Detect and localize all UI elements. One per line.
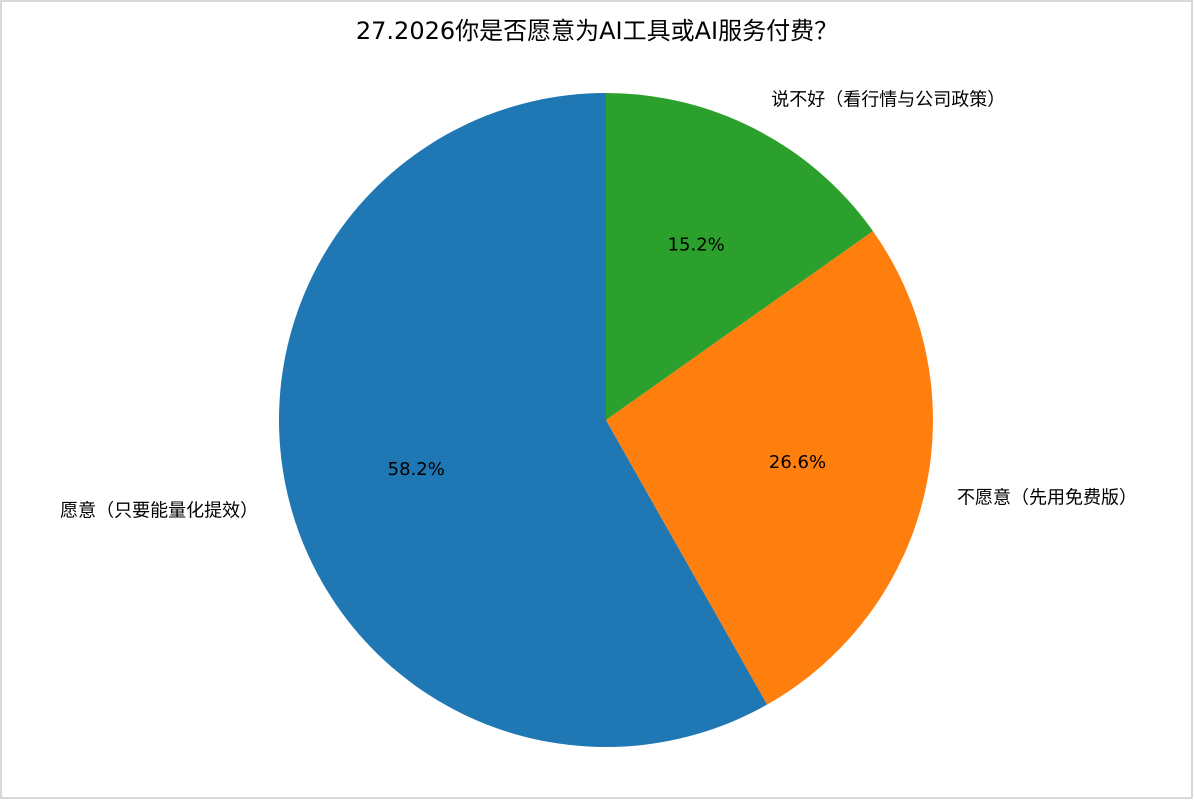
slice-label: 愿意（只要能量化提效） (60, 501, 258, 522)
value-label: 15.2% (668, 235, 725, 256)
slice-label: 不愿意（先用免费版） (957, 487, 1137, 508)
value-label: 58.2% (388, 459, 445, 480)
chart-title: 27.2026你是否愿意为AI工具或AI服务付费？ (356, 17, 838, 45)
pie-slice (279, 93, 768, 747)
pie-slice (606, 231, 933, 705)
slice-label: 说不好（看行情与公司政策） (771, 90, 1005, 111)
value-label: 26.6% (769, 452, 826, 473)
pie-slice (606, 93, 873, 420)
